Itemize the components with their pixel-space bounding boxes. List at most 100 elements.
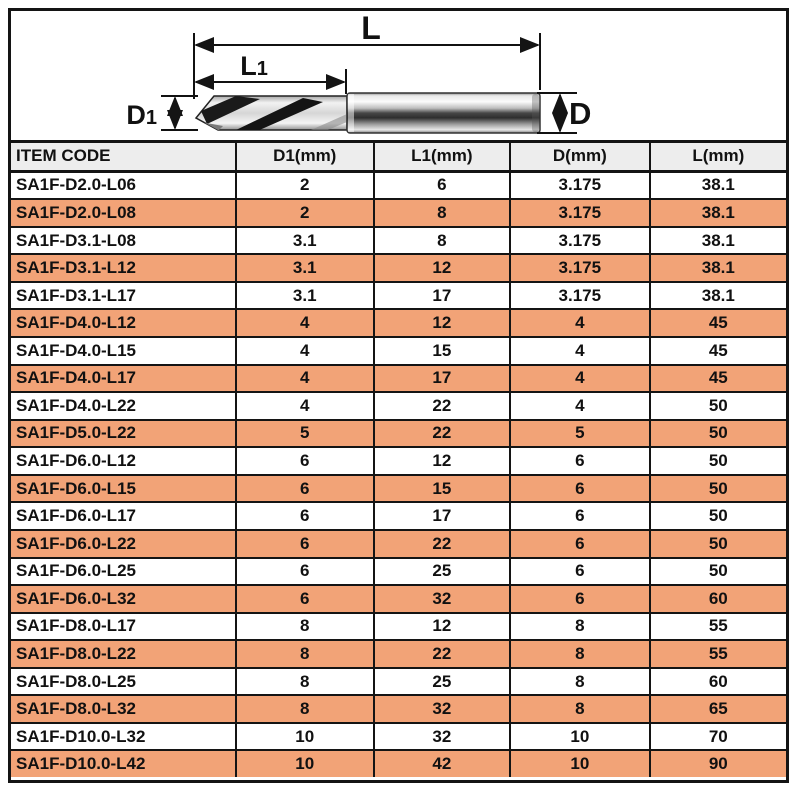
cell-d1: 8	[234, 611, 375, 642]
table-row: SA1F-D6.0-L17 6 17 6 50	[11, 501, 786, 531]
cell-l: 60	[648, 666, 786, 697]
cell-d: 4	[509, 391, 651, 421]
cell-d: 6	[509, 473, 651, 504]
cell-item-code: SA1F-D5.0-L22	[11, 418, 237, 449]
header-item-code: ITEM CODE	[11, 143, 237, 173]
cell-l1: 12	[372, 446, 512, 476]
cell-l: 50	[648, 528, 786, 559]
end-mill-flute	[194, 95, 348, 131]
cell-l: 50	[648, 473, 786, 504]
cell-d1: 6	[234, 556, 375, 587]
cell-d: 5	[509, 418, 651, 449]
dim-label-l: L	[361, 11, 381, 46]
table-row: SA1F-D4.0-L22 4 22 4 50	[11, 391, 786, 421]
cell-d1: 6	[234, 584, 375, 614]
cell-d1: 8	[234, 694, 375, 724]
cell-d: 6	[509, 556, 651, 587]
cell-l: 38.1	[648, 253, 786, 283]
cell-d1: 8	[234, 639, 375, 669]
cell-d: 3.175	[509, 198, 651, 228]
cell-d1: 6	[234, 473, 375, 504]
cell-d1: 3.1	[234, 225, 375, 256]
outer-frame: L L1	[8, 8, 789, 783]
end-mill-shank	[346, 92, 541, 134]
cell-l1: 12	[372, 611, 512, 642]
spec-table-body: SA1F-D2.0-L06 2 6 3.175 38.1 SA1F-D2.0-L…	[11, 169, 786, 777]
cell-d: 8	[509, 694, 651, 724]
table-row: SA1F-D8.0-L17 8 12 8 55	[11, 611, 786, 642]
cell-d: 6	[509, 528, 651, 559]
cell-l1: 32	[372, 721, 512, 752]
dim-label-l1: L1	[240, 51, 268, 81]
cell-item-code: SA1F-D4.0-L22	[11, 391, 237, 421]
cell-l1: 22	[372, 391, 512, 421]
cell-d: 6	[509, 584, 651, 614]
cell-item-code: SA1F-D8.0-L17	[11, 611, 237, 642]
cell-item-code: SA1F-D6.0-L32	[11, 584, 237, 614]
cell-item-code: SA1F-D10.0-L42	[11, 749, 237, 777]
table-row: SA1F-D8.0-L25 8 25 8 60	[11, 666, 786, 697]
cell-item-code: SA1F-D6.0-L12	[11, 446, 237, 476]
cell-item-code: SA1F-D2.0-L06	[11, 169, 237, 201]
cell-l1: 17	[372, 280, 512, 311]
cell-item-code: SA1F-D8.0-L32	[11, 694, 237, 724]
table-row: SA1F-D3.1-L08 3.1 8 3.175 38.1	[11, 225, 786, 256]
cell-d: 8	[509, 611, 651, 642]
cell-d1: 2	[234, 198, 375, 228]
table-row: SA1F-D4.0-L12 4 12 4 45	[11, 308, 786, 338]
table-row: SA1F-D3.1-L12 3.1 12 3.175 38.1	[11, 253, 786, 283]
cell-l: 90	[648, 749, 786, 777]
cell-d: 4	[509, 363, 651, 394]
table-row: SA1F-D4.0-L17 4 17 4 45	[11, 363, 786, 394]
cell-item-code: SA1F-D6.0-L15	[11, 473, 237, 504]
cell-d1: 3.1	[234, 253, 375, 283]
cell-l: 60	[648, 584, 786, 614]
header-l: L(mm)	[648, 143, 786, 173]
header-d: D(mm)	[509, 143, 651, 173]
cell-d1: 2	[234, 169, 375, 201]
cell-item-code: SA1F-D4.0-L17	[11, 363, 237, 394]
cell-d: 6	[509, 446, 651, 476]
cell-l1: 22	[372, 528, 512, 559]
cell-d1: 8	[234, 666, 375, 697]
table-row: SA1F-D6.0-L32 6 32 6 60	[11, 584, 786, 614]
cell-d1: 4	[234, 336, 375, 366]
cell-l1: 25	[372, 666, 512, 697]
cell-item-code: SA1F-D3.1-L17	[11, 280, 237, 311]
cell-l1: 22	[372, 418, 512, 449]
cell-l: 55	[648, 611, 786, 642]
table-row: SA1F-D6.0-L12 6 12 6 50	[11, 446, 786, 476]
cell-d: 10	[509, 749, 651, 777]
table-row: SA1F-D2.0-L08 2 8 3.175 38.1	[11, 198, 786, 228]
cell-item-code: SA1F-D6.0-L22	[11, 528, 237, 559]
table-row: SA1F-D6.0-L22 6 22 6 50	[11, 528, 786, 559]
dim-label-d1: D1	[126, 100, 157, 130]
cell-l: 45	[648, 363, 786, 394]
cell-l1: 8	[372, 198, 512, 228]
cell-l: 55	[648, 639, 786, 669]
cell-item-code: SA1F-D10.0-L32	[11, 721, 237, 752]
cell-l: 38.1	[648, 225, 786, 256]
cell-d1: 4	[234, 308, 375, 338]
cell-l1: 12	[372, 308, 512, 338]
spec-table-header: ITEM CODE D1(mm) L1(mm) D(mm) L(mm)	[11, 143, 786, 173]
dim-label-d: D	[569, 96, 591, 131]
end-mill-drawing: L L1	[126, 11, 591, 134]
cell-l: 50	[648, 501, 786, 531]
table-row: SA1F-D10.0-L42 10 42 10 90	[11, 749, 786, 777]
cell-d: 8	[509, 666, 651, 697]
cell-item-code: SA1F-D4.0-L15	[11, 336, 237, 366]
cell-l: 45	[648, 336, 786, 366]
cell-d: 3.175	[509, 225, 651, 256]
table-row: SA1F-D4.0-L15 4 15 4 45	[11, 336, 786, 366]
header-d1: D1(mm)	[234, 143, 375, 173]
header-row: ITEM CODE D1(mm) L1(mm) D(mm) L(mm)	[11, 143, 786, 173]
cell-item-code: SA1F-D3.1-L12	[11, 253, 237, 283]
cell-d1: 3.1	[234, 280, 375, 311]
cell-d: 3.175	[509, 280, 651, 311]
cell-item-code: SA1F-D3.1-L08	[11, 225, 237, 256]
cell-l: 50	[648, 391, 786, 421]
table-row: SA1F-D8.0-L22 8 22 8 55	[11, 639, 786, 669]
cell-l: 38.1	[648, 198, 786, 228]
cell-l1: 17	[372, 501, 512, 531]
